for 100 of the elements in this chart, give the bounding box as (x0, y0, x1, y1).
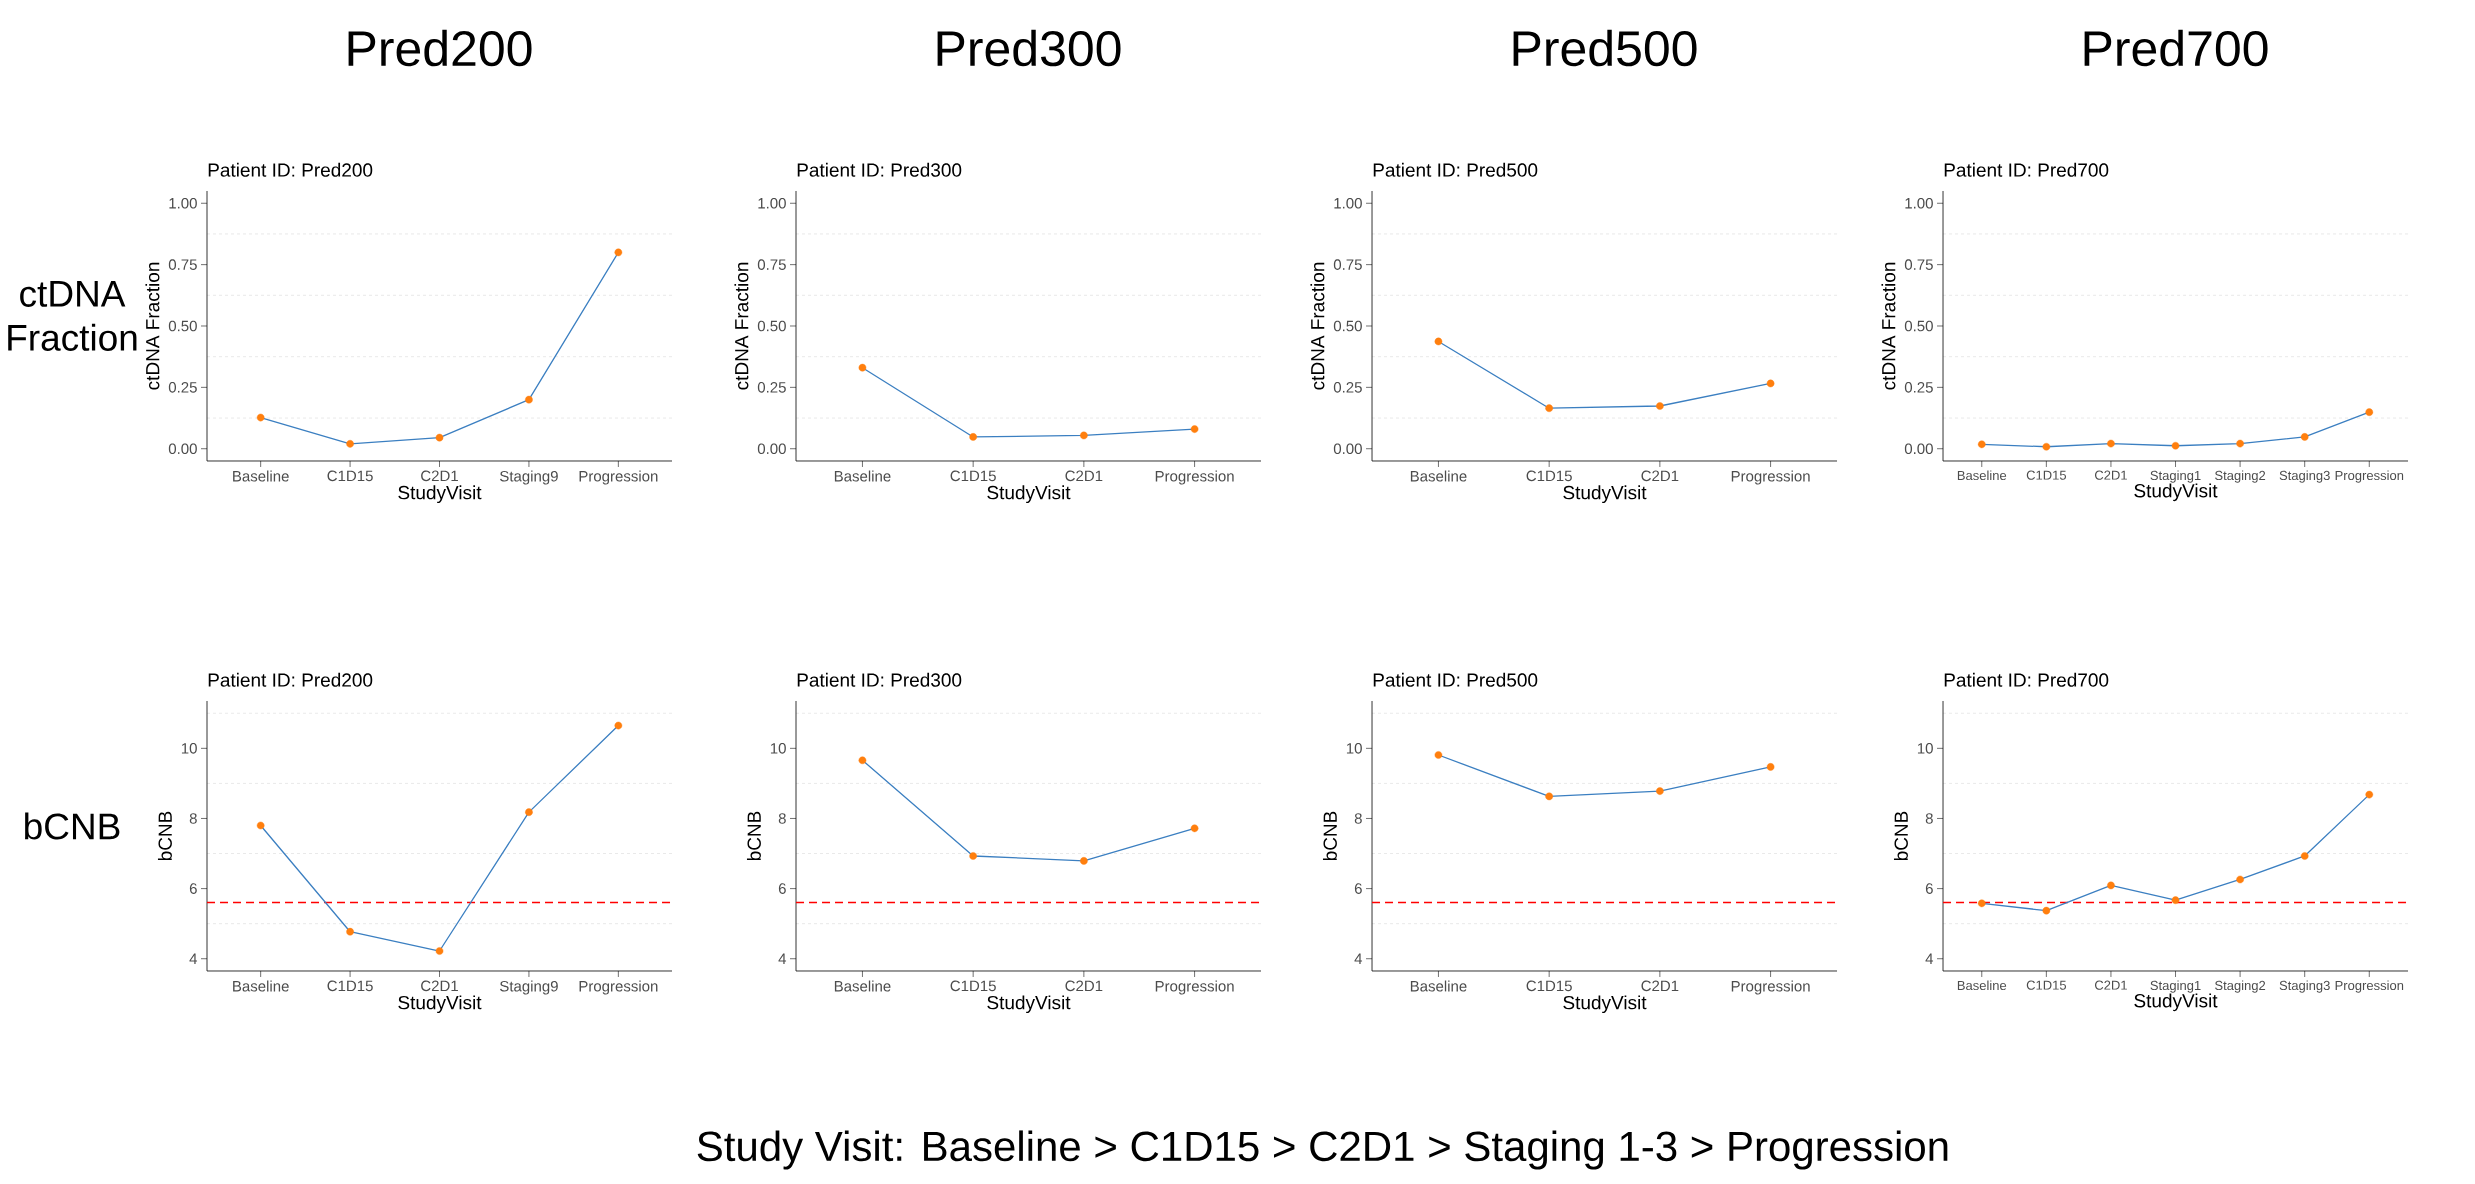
y-tick-label: 10 (770, 743, 786, 754)
point (2042, 906, 2051, 915)
point (1190, 824, 1199, 833)
x-tick-label: Staging1 (2150, 980, 2201, 993)
y-tick-label: 8 (778, 813, 786, 824)
point (1656, 787, 1664, 795)
point (2300, 433, 2309, 441)
point (256, 821, 265, 830)
point (2365, 790, 2374, 799)
x-tick-label: Progression (1731, 980, 1810, 995)
point (614, 721, 623, 730)
x-axis-title: StudyVisit (2134, 993, 2218, 1012)
x-tick-label: Baseline (1957, 470, 2007, 481)
point (2042, 442, 2051, 451)
x-tick-label: Progression (1155, 470, 1234, 485)
x-axis-title: StudyVisit (2134, 483, 2218, 502)
x-tick-label: Baseline (834, 980, 891, 992)
y-tick-label: 0.50 (168, 320, 197, 332)
point (346, 440, 354, 448)
x-tick-label: Staging2 (2215, 470, 2266, 483)
chart-subtitle: Patient ID: Pred700 (1944, 672, 2109, 687)
x-tick-label: Progression (579, 470, 658, 485)
point (1656, 402, 1664, 410)
x-tick-label: C1D15 (327, 470, 373, 482)
point (2365, 408, 2374, 416)
chart-subtitle: Patient ID: Pred500 (1373, 162, 1538, 177)
point (1545, 404, 1553, 413)
y-axis-title: bCNB (1893, 811, 1908, 861)
x-axis-title: StudyVisit (987, 485, 1071, 504)
x-axis-title: StudyVisit (1563, 485, 1647, 504)
x-axis-title: StudyVisit (398, 485, 482, 504)
x-tick-label: Staging3 (2279, 980, 2330, 993)
x-tick-label: C2D1 (1065, 470, 1103, 482)
y-tick-label: 8 (189, 813, 197, 824)
y-tick-label: 8 (1354, 813, 1362, 824)
y-tick-label: 0.25 (168, 382, 197, 393)
point (858, 756, 867, 765)
y-tick-label: 0.00 (757, 443, 786, 455)
point (2236, 439, 2244, 448)
y-tick-label: 0.00 (168, 443, 197, 455)
y-tick-label: 0.00 (1904, 443, 1933, 455)
x-tick-label: C2D1 (2094, 980, 2127, 990)
x-axis-title: StudyVisit (1563, 995, 1647, 1014)
chart-title: Pred200 (348, 29, 532, 67)
point (346, 927, 354, 936)
x-tick-label: Progression (1155, 980, 1234, 995)
text: Study Visit: Baseline > C1D15 > C2D1 > Staging 1-3 > Progression (697, 1130, 1948, 1170)
x-tick-label: Baseline (834, 470, 891, 482)
point (1434, 751, 1443, 759)
x-tick-label: C2D1 (1065, 980, 1103, 992)
x-tick-label: C1D15 (1526, 980, 1572, 992)
y-axis-title: ctDNA Fraction (145, 262, 160, 390)
y-axis-title: bCNB (157, 811, 172, 861)
point (2171, 441, 2180, 450)
x-tick-label: Staging1 (2150, 470, 2201, 483)
point (2171, 896, 2180, 904)
y-tick-label: 0.50 (757, 320, 786, 332)
point (1977, 899, 1986, 908)
y-tick-label: 0.25 (757, 382, 786, 393)
y-tick-label: 6 (1354, 883, 1362, 894)
x-tick-label: Progression (579, 980, 658, 995)
x-tick-label: C2D1 (1641, 980, 1679, 992)
x-tick-label: C1D15 (1526, 470, 1572, 482)
x-tick-label: C1D15 (2026, 980, 2067, 990)
y-tick-label: 1.00 (758, 197, 786, 209)
text: bCNB (25, 812, 120, 840)
point (858, 363, 867, 372)
x-axis-title: StudyVisit (398, 995, 482, 1014)
y-tick-label: 10 (1346, 743, 1362, 754)
x-tick-label: Baseline (233, 470, 289, 482)
point (435, 947, 444, 955)
point (1080, 857, 1088, 865)
point (435, 433, 444, 442)
point (1434, 337, 1443, 346)
x-tick-label: C1D15 (950, 980, 996, 992)
chart-subtitle: Patient ID: Pred500 (1373, 672, 1538, 687)
y-axis-title: ctDNA Fraction (1310, 262, 1325, 390)
x-tick-label: Staging2 (2215, 980, 2266, 993)
x-tick-label: Progression (2335, 980, 2404, 993)
y-tick-label: 10 (181, 743, 197, 754)
y-tick-label: 0.75 (168, 259, 197, 270)
y-tick-label: 10 (1917, 743, 1933, 754)
point (1766, 763, 1775, 771)
x-tick-label: C1D15 (2026, 470, 2067, 480)
point (2236, 875, 2244, 884)
x-tick-label: Staging9 (500, 470, 558, 485)
y-tick-label: 0.25 (1333, 382, 1362, 393)
chart-subtitle: Patient ID: Pred700 (1944, 162, 2109, 177)
chart-title: Pred500 (1513, 29, 1697, 67)
point (614, 248, 623, 257)
point (525, 395, 533, 404)
y-tick-label: 8 (1925, 813, 1933, 824)
chart-subtitle: Patient ID: Pred300 (797, 672, 962, 687)
point (525, 808, 533, 816)
y-tick-label: 0.25 (1904, 382, 1933, 393)
y-tick-label: 4 (1354, 953, 1363, 964)
point (1190, 425, 1199, 433)
y-tick-label: 1.00 (1334, 197, 1362, 209)
y-tick-label: 0.75 (1904, 259, 1933, 270)
y-tick-label: 4 (1925, 953, 1934, 964)
